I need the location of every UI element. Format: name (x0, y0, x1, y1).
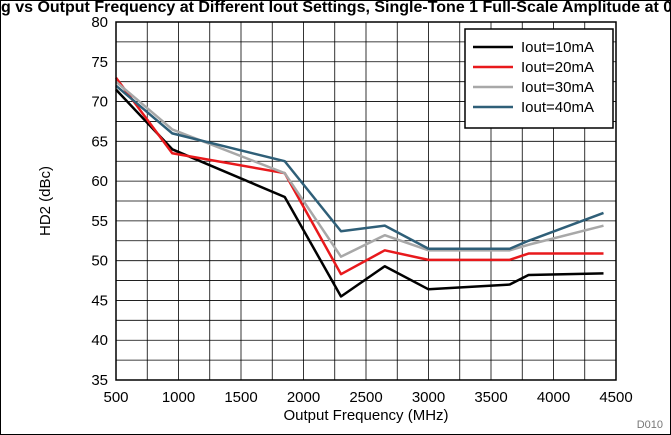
figure-code: D010 (637, 419, 663, 431)
x-tick-label: 2500 (349, 389, 382, 406)
x-tick-label: 500 (103, 389, 128, 406)
y-tick-label: 65 (91, 133, 108, 150)
series-line (115, 80, 604, 258)
x-tick-label: 3500 (474, 389, 507, 406)
x-tick-label: 1500 (224, 389, 257, 406)
y-tick-label: 50 (91, 253, 108, 270)
x-axis-label: Output Frequency (MHz) (283, 407, 448, 424)
legend-label: Iout=40mA (521, 99, 594, 116)
y-tick-label: 75 (91, 54, 108, 71)
legend-label: Iout=30mA (521, 79, 594, 96)
y-tick-label: 60 (91, 173, 108, 190)
legend-box (464, 28, 614, 129)
legend-label: Iout=20mA (521, 59, 594, 76)
x-tick-label: 4000 (537, 389, 570, 406)
legend-label: Iout=10mA (521, 39, 594, 56)
x-tick-label: 4500 (599, 389, 632, 406)
tick-labels: 500 1000 1500 2000 2500 3000 3500 4000 4500 35 40 4… (91, 14, 632, 406)
legend: Iout=10mA Iout=20mA Iout=30mA Iout=40mA (464, 28, 614, 129)
series-line (115, 88, 604, 298)
y-tick-label: 45 (91, 292, 108, 309)
y-tick-label: 55 (91, 213, 108, 230)
series-line (114, 76, 604, 276)
series-group (114, 76, 604, 298)
y-tick-label: 70 (91, 94, 108, 111)
x-tick-label: 1000 (162, 389, 195, 406)
y-tick-label: 80 (91, 14, 108, 31)
chart-title: g vs Output Frequency at Different Iout … (1, 0, 670, 16)
y-tick-label: 35 (91, 372, 108, 389)
plot-border (115, 21, 617, 381)
y-axis-label: HD2 (dBc) (37, 166, 54, 236)
x-tick-label: 3000 (412, 389, 445, 406)
y-tick-label: 40 (91, 332, 108, 349)
x-tick-label: 2000 (287, 389, 320, 406)
series-line (115, 84, 604, 250)
